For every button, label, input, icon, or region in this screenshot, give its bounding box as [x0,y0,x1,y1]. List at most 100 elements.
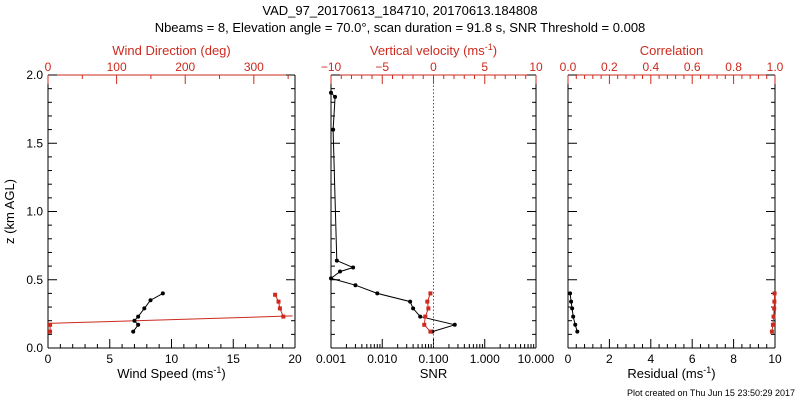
data-point-black [160,291,165,296]
bottom-axis-label: SNR [420,366,447,381]
data-point-red [423,314,428,319]
panel-residual: 0 2 4 6 8 10 Residual (ms-1) 0.0 0.2 0.4 0.6 0.8 1.0… [560,43,784,381]
bottom-axis-label: Residual (ms-1) [627,365,715,381]
bottom-axis-label-text: Wind Speed (ms [117,366,214,381]
x-tick-label: 6 [689,352,696,366]
data-point-black [452,322,457,327]
top-tick-label: 0.8 [725,60,742,74]
top-tick-label: −5 [375,60,389,74]
bottom-axis-label-text: SNR [420,366,447,381]
data-point-red [422,322,427,327]
top-axis-label-end: ) [493,43,497,58]
x-tick-label: 10 [165,352,179,366]
x-tick-label: 2 [606,352,613,366]
x-tick-label: 10.000 [518,352,555,366]
bottom-axis-label: Wind Speed (ms-1) [117,365,225,381]
top-tick-label: 200 [175,60,195,74]
y-tick-label: 0.5 [26,273,43,287]
series-line-red [274,294,284,317]
y-tick-label: 0.0 [26,341,43,355]
top-tick-label: 0.6 [684,60,701,74]
top-axis-label: Correlation [640,43,704,58]
top-tick-label: 0.0 [560,60,577,74]
x-tick-label: 1.000 [470,352,500,366]
x-tick-label: 5 [106,352,113,366]
y-tick-label: 1.5 [26,136,43,150]
data-point-red [276,299,281,304]
data-point-black [142,306,147,311]
series-line-black [329,92,457,333]
data-point-black [575,329,580,334]
data-point-black [338,269,343,274]
x-tick-label: 10 [768,352,782,366]
data-point-red [48,322,53,327]
top-tick-label: 100 [107,60,127,74]
data-point-red [772,299,777,304]
data-point-black [570,306,575,311]
x-tick-label: 0.100 [418,352,448,366]
data-point-black [568,291,573,296]
data-point-red [770,322,775,327]
top-tick-label: −10 [321,60,342,74]
bottom-axis-label-text: Residual (ms [627,366,703,381]
x-tick-label: 20 [288,352,302,366]
data-point-black [136,314,141,319]
top-tick-label: 10 [529,60,543,74]
x-tick-label: 0.001 [316,352,346,366]
figure-title: VAD_97_20170613_184710, 20170613.184808 [262,3,537,18]
data-point-black [408,299,413,304]
data-point-black [131,329,136,334]
data-point-black [331,127,336,132]
x-tick-label: 4 [647,352,654,366]
top-tick-label: 300 [244,60,264,74]
top-axis-label-text: Correlation [640,43,704,58]
data-point-red [425,299,430,304]
x-tick-label: 15 [227,352,241,366]
top-axis-label: Vertical velocity (ms-1) [370,42,497,58]
top-axis-label-text: Wind Direction (deg) [112,43,231,58]
data-point-black [571,314,576,319]
data-point-black [132,318,137,323]
data-point-red [772,291,777,296]
top-axis-label-text: Vertical velocity (ms [370,43,485,58]
data-point-black [329,276,333,281]
data-point-red [428,329,433,334]
data-point-black [411,306,416,311]
top-tick-label: 1.0 [767,60,784,74]
data-point-red [426,306,431,311]
data-point-black [329,90,333,95]
panel-wind: 0.0 0.5 1.0 1.5 2.0 z (km AGL) 0 5 10 15 20 Wind Sp… [2,43,302,381]
data-point-black [148,298,153,303]
data-point-red [281,314,286,319]
top-tick-label: 0.2 [601,60,618,74]
data-point-red [273,292,278,297]
data-point-black [136,322,141,327]
bottom-axis-label-end: ) [221,366,225,381]
fit-line [47,315,293,324]
bottom-axis-label-sup: -1 [213,365,221,375]
data-point-black [418,314,423,319]
data-point-black [333,94,338,99]
y-axis-label: z (km AGL) [2,179,17,244]
bottom-axis-label-end: ) [711,366,715,381]
top-axis-label-sup: -1 [485,42,493,52]
figure-subtitle: Nbeams = 8, Elevation angle = 70.0°, sca… [155,20,646,35]
data-point-red [772,306,777,311]
data-point-black [569,299,574,304]
y-tick-label: 1.0 [26,205,43,219]
plot-credit: Plot created on Thu Jun 15 23:50:29 2017 [627,388,795,398]
top-tick-label: 0 [45,60,52,74]
top-tick-label: 0.4 [642,60,659,74]
top-tick-label: 5 [481,60,488,74]
data-point-red [428,291,433,296]
panel-snr: 0.001 0.010 0.100 1.000 10.000 SNR −10 −5 0 5 10 Ve… [316,42,555,381]
x-tick-label: 0.010 [367,352,397,366]
data-point-red [769,329,774,334]
data-point-red [48,329,53,334]
top-axis-label: Wind Direction (deg) [112,43,231,58]
top-tick-label: 0 [430,60,437,74]
data-point-red [771,314,776,319]
x-tick-label: 0 [565,352,572,366]
data-point-black [334,258,339,263]
